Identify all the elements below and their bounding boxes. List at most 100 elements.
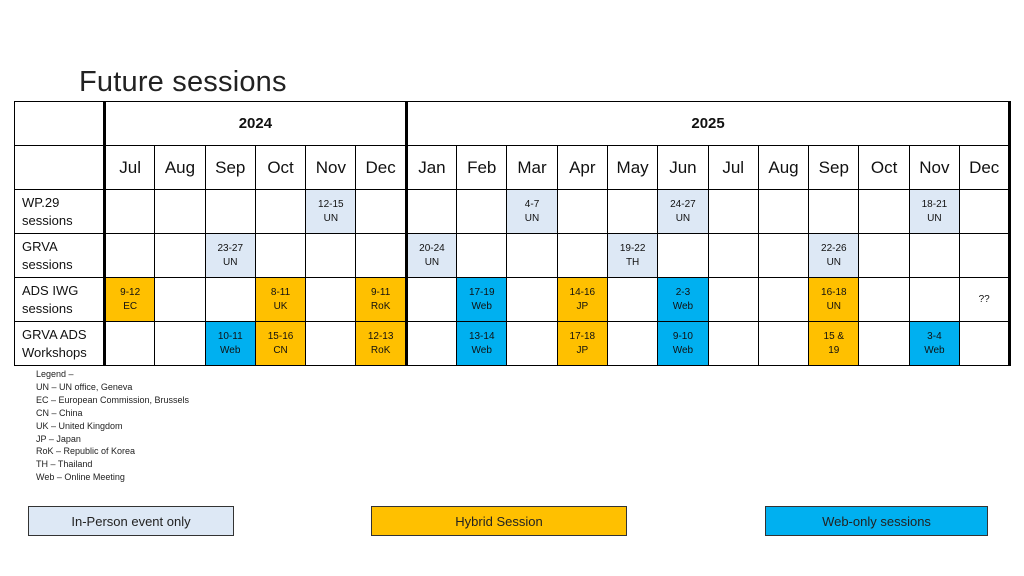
month-2025-oct: Oct — [858, 145, 910, 190]
month-2024-nov: Nov — [305, 145, 357, 190]
empty-cell — [757, 321, 810, 366]
row-label-text: GRVA sessions — [22, 238, 73, 272]
session-dates: 19-22 TH — [619, 242, 646, 268]
month-2025-aug: Aug — [757, 145, 810, 190]
session-cell: 22-26 UN — [808, 233, 860, 278]
session-cell: 17-19 Web — [456, 277, 508, 322]
empty-cell — [506, 233, 558, 278]
session-dates: 9-11 RoK — [370, 286, 391, 312]
session-dates: 12-13 RoK — [367, 330, 394, 356]
in-person-key: In-Person event only — [28, 506, 234, 536]
page-title: Future sessions — [79, 66, 287, 98]
session-cell: 16-18 UN — [808, 277, 860, 322]
row-label: GRVA sessions — [14, 233, 106, 278]
session-dates: 4-7 UN — [524, 198, 540, 224]
month-2025-jan: Jan — [405, 145, 458, 190]
row-label: GRVA ADS Workshops — [14, 321, 106, 366]
session-dates: 20-24 UN — [419, 242, 445, 268]
empty-cell — [355, 233, 408, 278]
empty-cell — [959, 321, 1012, 366]
month-2025-apr: Apr — [556, 145, 608, 190]
legend: Legend – UN – UN office, Geneva EC – Europ… — [36, 368, 189, 484]
session-dates: 15 & 19 — [823, 330, 845, 356]
empty-cell — [506, 277, 558, 322]
year-2025: 2025 — [405, 101, 1012, 146]
empty-cell — [657, 233, 709, 278]
row-label-text: ADS IWG sessions — [22, 282, 79, 316]
session-dates: 18-21 UN — [921, 198, 948, 224]
session-dates: 22-26 UN — [821, 242, 847, 268]
empty-cell — [103, 321, 156, 366]
session-dates: 17-19 Web — [468, 286, 495, 312]
session-cell: 15-16 CN — [254, 321, 307, 366]
legend-item: Web – Online Meeting — [36, 472, 125, 483]
session-cell: ?? — [959, 277, 1012, 322]
session-cell: 15 & 19 — [808, 321, 860, 366]
empty-cell — [254, 233, 307, 278]
empty-cell — [858, 189, 910, 234]
session-cell: 10-11 Web — [204, 321, 256, 366]
session-cell: 18-21 UN — [908, 189, 961, 234]
corner-cell — [14, 145, 106, 190]
empty-cell — [355, 189, 408, 234]
session-cell: 17-18 JP — [556, 321, 608, 366]
month-2025-mar: Mar — [506, 145, 558, 190]
empty-cell — [858, 277, 910, 322]
row-label-text: WP.29 sessions — [22, 194, 73, 228]
table-row: GRVA ADS Workshops 10-11 Web 15-16 CN 12-13… — [14, 321, 1012, 366]
empty-cell — [204, 189, 256, 234]
session-cell: 24-27 UN — [657, 189, 709, 234]
session-dates: 13-14 Web — [468, 330, 495, 356]
month-2024-oct: Oct — [254, 145, 307, 190]
session-cell: 9-10 Web — [657, 321, 709, 366]
session-cell: 2-3 Web — [657, 277, 709, 322]
year-2024: 2024 — [104, 101, 408, 146]
empty-cell — [154, 321, 206, 366]
empty-cell — [757, 189, 810, 234]
session-cell: 12-13 RoK — [355, 321, 408, 366]
table-row: WP.29 sessions 12-15 UN 4-7 UN 24-27 UN 18-2… — [14, 189, 1012, 234]
session-dates: 2-3 Web — [672, 286, 694, 312]
empty-cell — [959, 233, 1012, 278]
month-2025-may: May — [606, 145, 659, 190]
empty-cell — [606, 189, 659, 234]
legend-item: Legend – — [36, 369, 74, 379]
empty-cell — [908, 233, 961, 278]
month-2025-sep: Sep — [808, 145, 860, 190]
month-2025-jul: Jul — [707, 145, 759, 190]
session-dates: 12-15 UN — [318, 198, 344, 224]
empty-cell — [305, 321, 357, 366]
month-2025-nov: Nov — [908, 145, 961, 190]
hybrid-session-key: Hybrid Session — [371, 506, 627, 536]
table-row: ADS IWG sessions 9-12 EC 8-11 UK 9-11 RoK 17… — [14, 277, 1012, 322]
row-label: ADS IWG sessions — [14, 277, 106, 322]
session-dates: 24-27 UN — [670, 198, 696, 224]
session-dates: 9-10 Web — [672, 330, 694, 356]
month-2024-sep: Sep — [204, 145, 256, 190]
row-label: WP.29 sessions — [14, 189, 106, 234]
legend-item: UN – UN office, Geneva — [36, 381, 133, 392]
empty-cell — [305, 233, 357, 278]
session-cell: 13-14 Web — [456, 321, 508, 366]
session-dates: 16-18 UN — [821, 286, 847, 312]
legend-item: UK – United Kingdom — [36, 420, 123, 431]
session-cell: 12-15 UN — [305, 189, 357, 234]
session-dates: 14-16 JP — [569, 286, 596, 312]
session-cell: 19-22 TH — [606, 233, 659, 278]
session-dates: 3-4 Web — [924, 330, 945, 356]
web-only-key: Web-only sessions — [765, 506, 988, 536]
session-cell: 14-16 JP — [556, 277, 608, 322]
empty-cell — [858, 321, 910, 366]
empty-cell — [305, 277, 357, 322]
empty-cell — [707, 277, 759, 322]
empty-cell — [204, 277, 256, 322]
empty-cell — [556, 189, 608, 234]
sessions-body: WP.29 sessions 12-15 UN 4-7 UN 24-27 UN 18-2… — [14, 189, 1012, 366]
legend-item: CN – China — [36, 407, 83, 418]
session-cell: 4-7 UN — [506, 189, 558, 234]
year-header-row: 2024 2025 — [14, 101, 1012, 146]
empty-cell — [154, 277, 206, 322]
table-row: GRVA sessions 23-27 UN 20-24 UN 19-22 TH 22-… — [14, 233, 1012, 278]
month-2025-dec: Dec — [959, 145, 1012, 190]
empty-cell — [103, 189, 156, 234]
